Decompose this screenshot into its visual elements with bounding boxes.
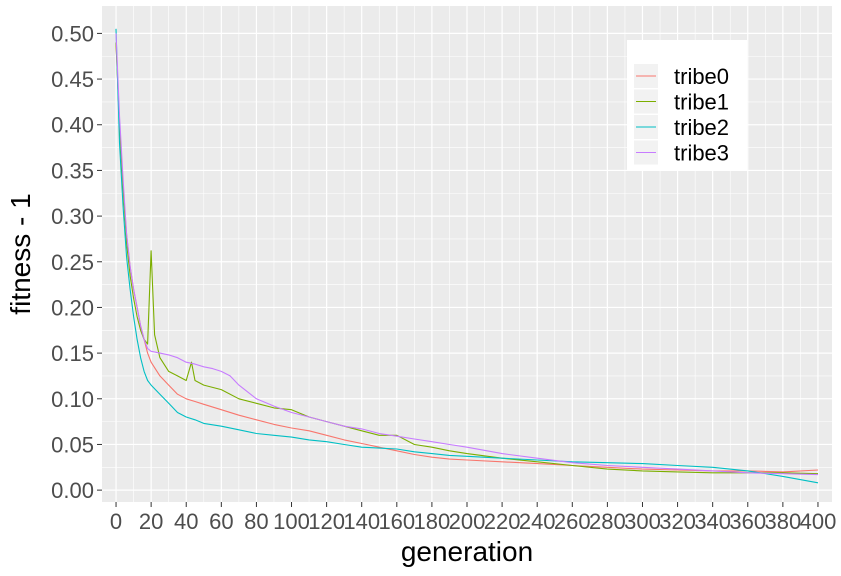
y-tick-label: 0.00 (51, 478, 94, 503)
x-tick-label: 100 (273, 509, 310, 534)
x-tick-label: 380 (765, 509, 802, 534)
x-tick-label: 160 (378, 509, 415, 534)
series-line-tribe3 (115, 33, 819, 476)
y-tick-label: 0.35 (51, 158, 94, 183)
x-tick-label: 140 (343, 509, 380, 534)
y-tick-label: 0.45 (51, 67, 94, 92)
x-tick-label: 80 (244, 509, 268, 534)
x-tick-label: 180 (414, 509, 451, 534)
y-tick-label: 0.25 (51, 250, 94, 275)
y-tick-label: 0.15 (51, 341, 94, 366)
y-tick-label: 0.30 (51, 204, 94, 229)
y-axis: 0.00 0.05 0.10 0.15 0.20 0.25 0.30 0.35 0.40 0.45… (51, 21, 102, 503)
y-tick-label: 0.10 (51, 387, 94, 412)
series-layer (115, 28, 819, 484)
x-tick-label: 280 (589, 509, 626, 534)
legend-label-tribe2: tribe2 (674, 115, 729, 140)
x-tick-label: 200 (449, 509, 486, 534)
legend-label-tribe1: tribe1 (674, 90, 729, 115)
x-axis: 0 20 40 60 80 1001201401601802002202402602803… (110, 502, 836, 534)
x-tick-label: 360 (729, 509, 766, 534)
x-tick-label: 340 (694, 509, 731, 534)
x-tick-label: 60 (209, 509, 233, 534)
x-tick-label: 320 (659, 509, 696, 534)
x-tick-label: 20 (139, 509, 163, 534)
x-tick-label: 120 (308, 509, 345, 534)
y-axis-title: fitness - 1 (5, 193, 36, 314)
legend-label-tribe3: tribe3 (674, 141, 729, 166)
y-tick-label: 0.50 (51, 21, 94, 46)
x-tick-label: 220 (484, 509, 521, 534)
legend-label-tribe0: tribe0 (674, 64, 729, 89)
series-line-tribe2 (115, 28, 819, 484)
y-tick-label: 0.20 (51, 295, 94, 320)
x-tick-label: 240 (519, 509, 556, 534)
y-tick-label: 0.40 (51, 113, 94, 138)
x-tick-label: 260 (554, 509, 591, 534)
x-tick-label: 40 (174, 509, 198, 534)
x-tick-label: 400 (800, 509, 837, 534)
x-tick-label: 0 (110, 509, 122, 534)
y-tick-label: 0.05 (51, 432, 94, 457)
x-axis-title: generation (401, 536, 533, 567)
x-tick-label: 300 (624, 509, 661, 534)
series-line-tribe1 (115, 42, 819, 475)
